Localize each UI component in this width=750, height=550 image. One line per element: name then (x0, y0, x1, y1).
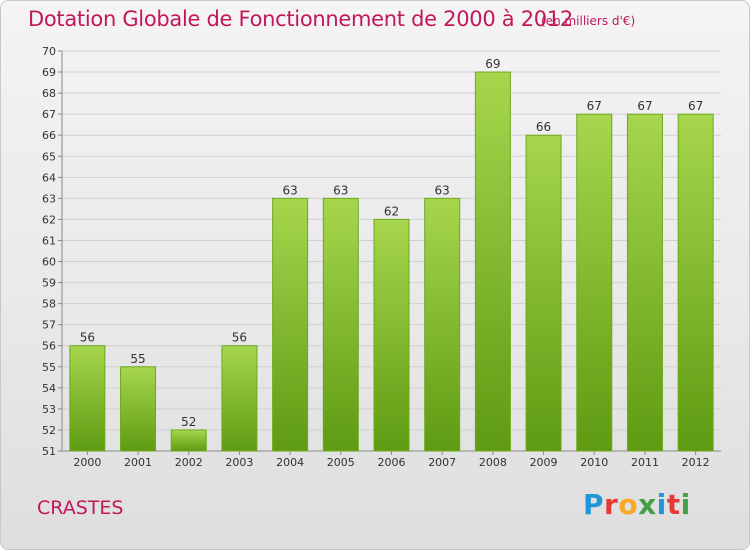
y-tick-label: 64 (42, 171, 56, 184)
bars (69, 71, 714, 452)
bar-value-label: 52 (181, 415, 196, 429)
y-tick-label: 63 (42, 192, 56, 205)
x-tick-label: 2004 (276, 456, 304, 469)
x-tick-labels: 2000 2001 2002 2003 2004 2005 2006 2007 2008 2009… (73, 456, 709, 469)
logo-letter: o (618, 488, 639, 521)
bar-2007 (424, 197, 461, 452)
y-tick-label: 60 (42, 256, 56, 269)
y-tick-label: 58 (42, 298, 56, 311)
bar-value-labels: 56 55 52 56 63 63 62 63 69 66 67 67 67 (80, 57, 704, 429)
bar-2003 (221, 345, 258, 452)
bar-2004 (272, 197, 309, 452)
y-tick-label: 68 (42, 87, 56, 100)
y-tick-label: 54 (42, 382, 56, 395)
bar-2008 (474, 71, 511, 452)
commune-name: CRASTES (37, 497, 124, 519)
chart-title: Dotation Globale de Fonctionnement de 20… (28, 7, 573, 31)
x-tick-label: 2007 (428, 456, 456, 469)
y-tick-label: 67 (42, 108, 56, 121)
x-tick-label: 2008 (479, 456, 507, 469)
bar-2010 (576, 113, 613, 452)
bar-2001 (120, 366, 157, 452)
x-tick-label: 2006 (378, 456, 406, 469)
logo-letter: i (680, 488, 691, 521)
bar-2002 (170, 429, 207, 452)
y-tick-label: 69 (42, 66, 56, 79)
y-tick-label: 66 (42, 129, 56, 142)
bar-value-label: 66 (536, 120, 551, 134)
x-tick-label: 2005 (327, 456, 355, 469)
bar-value-label: 67 (688, 99, 703, 113)
y-tick-label: 51 (42, 445, 56, 458)
y-tick-label: 59 (42, 277, 56, 290)
logo-letter: t (666, 488, 681, 521)
x-tick-label: 2001 (124, 456, 152, 469)
y-tick-label: 57 (42, 319, 56, 332)
x-tick-label: 2003 (225, 456, 253, 469)
bar-2000 (69, 345, 106, 452)
y-tick-label: 61 (42, 234, 56, 247)
y-tick-label: 53 (42, 403, 56, 416)
logo-letter: P (583, 488, 605, 521)
bar-value-label: 56 (80, 331, 95, 345)
logo-letter: r (604, 488, 619, 521)
x-tick-label: 2009 (530, 456, 558, 469)
y-tick-label: 65 (42, 150, 56, 163)
x-tick-label: 2000 (73, 456, 101, 469)
bar-value-label: 62 (384, 204, 399, 218)
bar-2005 (322, 197, 359, 452)
x-tick-label: 2002 (175, 456, 203, 469)
logo-letter: x (638, 488, 657, 521)
y-tick-label: 55 (42, 361, 56, 374)
chart-unit: (en milliers d'€) (541, 14, 636, 28)
logo-letter: i (656, 488, 667, 521)
bar-value-label: 63 (333, 183, 348, 197)
y-tick-label: 52 (42, 424, 56, 437)
x-tick-label: 2012 (682, 456, 710, 469)
bar-value-label: 63 (282, 183, 297, 197)
bar-value-label: 55 (130, 352, 145, 366)
y-tick-label: 56 (42, 340, 56, 353)
bar-value-label: 67 (587, 99, 602, 113)
bar-2011 (626, 113, 663, 452)
x-tick-label: 2011 (631, 456, 659, 469)
proxiti-logo: Proxiti (583, 488, 691, 521)
bar-value-label: 67 (637, 99, 652, 113)
bar-value-label: 63 (435, 183, 450, 197)
y-tick-labels: 51 52 53 54 55 56 57 58 59 60 61 62 63 64 65 66 67 68 69 70 (42, 45, 56, 458)
bar-value-label: 56 (232, 331, 247, 345)
y-tick-label: 70 (42, 45, 56, 58)
bar-2012 (677, 113, 714, 452)
bar-2009 (525, 134, 562, 452)
bar-2006 (373, 218, 410, 452)
x-tick-label: 2010 (580, 456, 608, 469)
bar-value-label: 69 (485, 57, 500, 71)
y-tick-label: 62 (42, 213, 56, 226)
